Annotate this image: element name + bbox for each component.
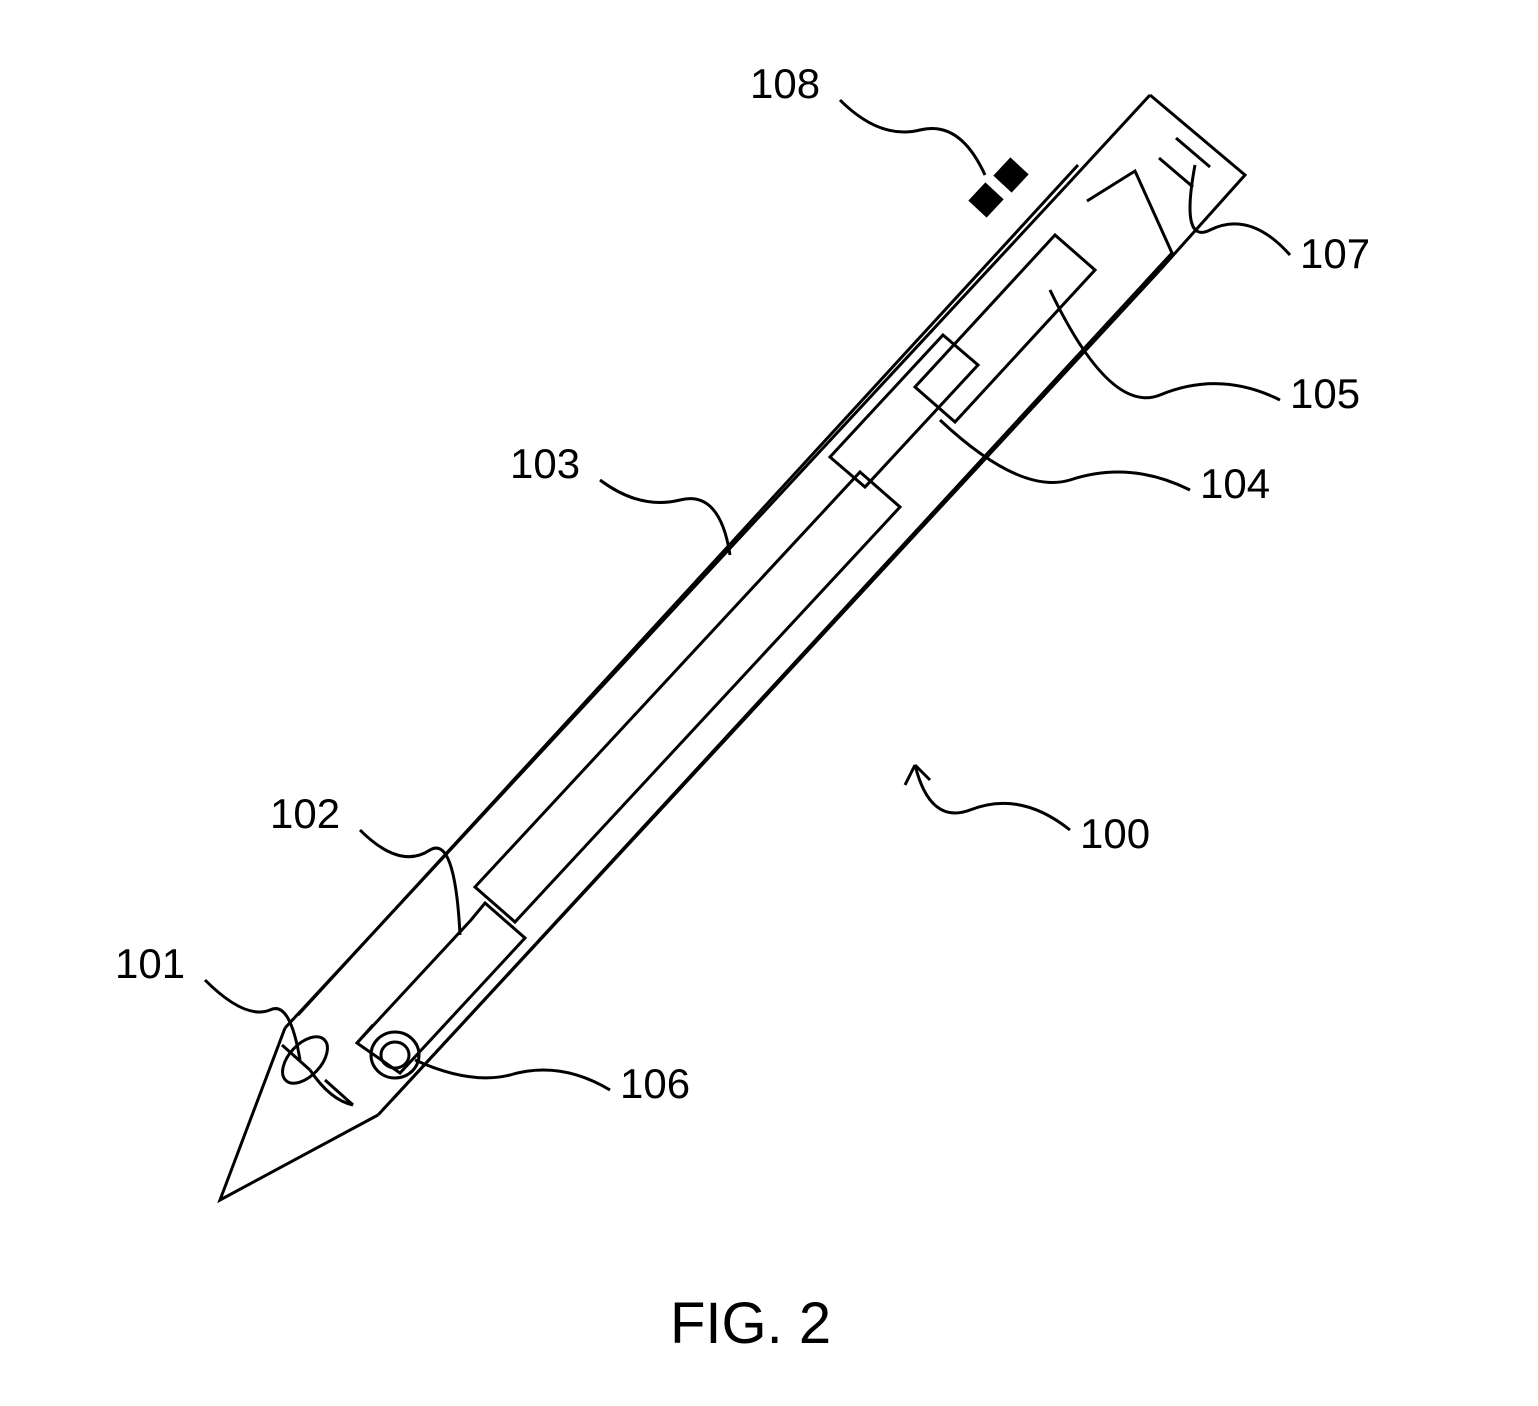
cylinder-101 (274, 1029, 353, 1105)
black-squares-108 (970, 159, 1026, 215)
rect-105 (915, 235, 1095, 422)
label-100: 100 (1080, 810, 1150, 858)
rect-103 (475, 472, 900, 922)
inner-lines (298, 165, 1172, 1100)
diagram-svg (0, 0, 1538, 1406)
label-104: 104 (1200, 460, 1270, 508)
label-102: 102 (270, 790, 340, 838)
diagram-container: 108 107 105 104 103 102 100 101 106 FIG.… (0, 0, 1538, 1406)
label-106: 106 (620, 1060, 690, 1108)
label-103: 103 (510, 440, 580, 488)
main-body (220, 95, 1245, 1200)
label-105: 105 (1290, 370, 1360, 418)
figure-title: FIG. 2 (670, 1290, 831, 1357)
label-108: 108 (750, 60, 820, 108)
label-101: 101 (115, 940, 185, 988)
label-107: 107 (1300, 230, 1370, 278)
